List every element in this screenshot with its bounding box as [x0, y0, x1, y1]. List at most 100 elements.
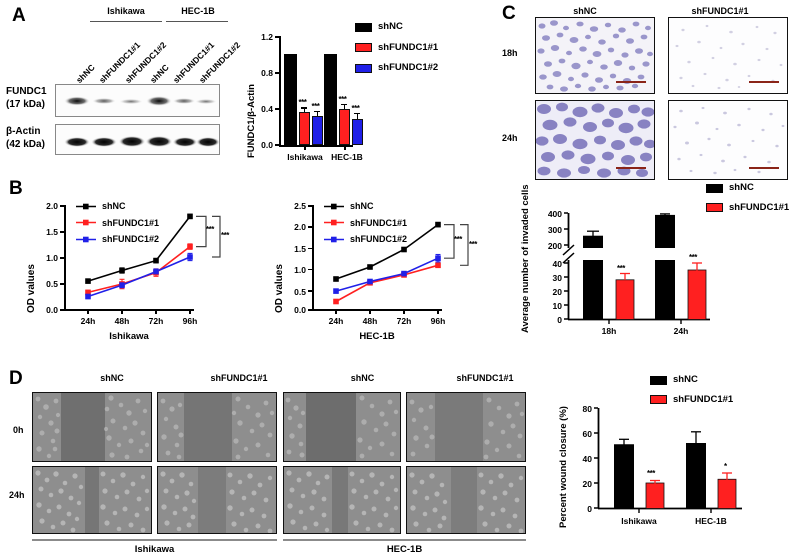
panel-d-ytick-20: 20 [582, 479, 592, 489]
panel-b-legend-label-sh1: shFUNDC1#1 [102, 217, 160, 228]
panel-d-xtick-ishikawa: Ishikawa [621, 516, 657, 526]
panel-a-ytick-1: 0.4 [261, 104, 273, 114]
panel-d-sig-ishikawa: *** [647, 469, 655, 478]
panel-a-bar-ishikawa-shnc [284, 54, 297, 145]
blot-image-bactin [55, 124, 220, 155]
panel-b-hec1b-yaxis [312, 205, 314, 310]
panel-a-chart: FUNDC1/β-Actin 1.2 0.8 0.4 0.0 *** *** *… [236, 18, 363, 173]
panel-c-row-label-24h: 24h [502, 133, 518, 143]
panel-b-ishikawa-ytick-2: 1.0 [46, 253, 58, 263]
panel-d-image-ishikawa-shnc-0h [32, 392, 152, 462]
panel-d-col-label-1: shNC [100, 373, 124, 383]
panel-b-hec1b-ytick-0: 0.0 [294, 305, 306, 315]
panel-b-ishikawa-xlabel: Ishikawa [109, 331, 149, 342]
panel-a-ytick-3: 1.2 [261, 32, 273, 42]
panel-c-legend-label-shnc: shNC [729, 182, 754, 193]
panel-a-sig-ishikawa-sh1: *** [298, 98, 307, 107]
panel-b-ishikawa-sig-1: *** [221, 231, 229, 240]
panel-b-hec1b-sig-1: *** [469, 240, 477, 249]
legend-swatch-sh2 [355, 63, 372, 73]
panel-d-legend-swatch-sh1 [650, 395, 667, 405]
panel-c-legend: shNC shFUNDC1#1 [706, 183, 789, 213]
panel-d-image-hec1b-sh1-24h [406, 466, 526, 534]
panel-c-sig-18h: *** [617, 264, 625, 273]
panel-d-ytick-0: 0 [587, 504, 592, 514]
panel-d-ytick-80: 80 [582, 404, 592, 414]
panel-c-ytick-400: 400 [547, 209, 562, 219]
panel-c-legend-item-shnc: shNC [706, 183, 789, 194]
panel-b-hec1b-legend-item-sh2: shFUNDC1#2 [324, 234, 407, 245]
panel-c-ytick-30: 30 [552, 273, 562, 283]
panel-b-chart-ishikawa: OD values 2.0 1.5 1.0 0.5 0.0 24h 48h 72… [20, 195, 255, 345]
panel-a-ytick-0: 0.0 [261, 140, 273, 150]
blot-lane-label-4: shNC [148, 62, 171, 86]
panel-d-image-hec1b-shnc-24h [283, 466, 401, 534]
panel-d-image-hec1b-sh1-0h [406, 392, 526, 462]
panel-c-ytick-0: 0 [557, 315, 562, 325]
panel-c-col-label-shnc: shNC [573, 6, 597, 16]
panel-d-legend-label-sh1: shFUNDC1#1 [673, 393, 734, 405]
panel-c-legend-swatch-sh1 [706, 203, 723, 213]
panel-c-ytick-300: 300 [547, 225, 562, 235]
blot-group-rule-hec1b [166, 21, 228, 23]
panel-c-xtick-18h: 18h [601, 326, 617, 336]
panel-c-scalebar-3 [616, 167, 646, 170]
panel-a-bar-ishikawa-sh2 [312, 115, 323, 145]
panel-a-legend-item-sh2: shFUNDC1#2 [355, 63, 438, 74]
panel-d-group-rule-hec1b [283, 539, 526, 541]
panel-d-row-label-24h: 24h [9, 490, 25, 500]
panel-a-sig-hec1b-sh1: *** [338, 94, 347, 104]
panel-b-letter: B [9, 178, 23, 199]
panel-b-hec1b-ytick-5: 2.5 [294, 201, 306, 211]
panel-b-hec1b-xtick-1: 48h [362, 316, 378, 326]
legend-label-sh2: shFUNDC1#2 [378, 62, 439, 74]
panel-a-legend-item-shnc: shNC [355, 22, 438, 33]
panel-d-legend-item-sh1: shFUNDC1#1 [650, 393, 734, 406]
panel-d-letter: D [9, 368, 23, 389]
panel-a-letter: A [12, 5, 26, 26]
panel-b-ishikawa-ytick-4: 2.0 [46, 201, 58, 211]
panel-c-xtick-24h: 24h [673, 326, 689, 336]
panel-b-ishikawa-xtick-1: 48h [114, 316, 130, 326]
panel-c-ytick-200: 200 [547, 241, 562, 251]
panel-b-hec1b-xtick-2: 72h [396, 316, 412, 326]
panel-b-hec1b-ytick-4: 2.0 [294, 222, 306, 232]
panel-c-legend-swatch-shnc [706, 183, 723, 193]
panel-b-ishikawa-xtick-2: 72h [148, 316, 164, 326]
panel-b-hec1b-legend-label-sh1: shFUNDC1#1 [350, 217, 408, 228]
panel-b-hec1b-legend-item-shnc: shNC [324, 201, 407, 212]
panel-a-yaxis [279, 36, 281, 146]
panel-b-legend-item-sh2: shFUNDC1#2 [76, 234, 159, 245]
panel-b-legend-label-sh2: shFUNDC1#2 [102, 234, 160, 245]
panel-d-image-hec1b-shnc-0h [283, 392, 401, 462]
panel-b-ishikawa-sig-0: *** [206, 225, 214, 234]
blot-lane-label-1: shNC [74, 62, 97, 86]
panel-c-image-sh1-24h [668, 100, 788, 180]
panel-b-hec1b-xaxis [312, 309, 442, 311]
panel-d-ytick-40: 40 [582, 454, 592, 464]
panel-d-group-label-ishikawa: Ishikawa [134, 544, 175, 555]
blot-row-label-fundc1: FUNDC1 [6, 86, 47, 97]
panel-b-hec1b-ytick-2: 1.0 [294, 265, 306, 275]
panel-c-sig-24h: *** [689, 253, 697, 262]
panel-d-col-label-2: shFUNDC1#1 [210, 373, 268, 383]
panel-b-legend-item-sh1: shFUNDC1#1 [76, 218, 159, 229]
panel-b-hec1b-legend-item-sh1: shFUNDC1#1 [324, 218, 407, 229]
blot-row-label-bactin: β-Actin [6, 126, 41, 137]
panel-d-image-ishikawa-sh1-0h [157, 392, 277, 462]
panel-d-legend: shNC shFUNDC1#1 [650, 375, 733, 405]
legend-swatch-shnc [355, 22, 372, 32]
panel-c-image-shnc-18h [535, 17, 655, 94]
panel-b-hec1b-sig-0: *** [454, 235, 462, 244]
panel-a-bar-hec1b-sh1 [339, 108, 350, 145]
panel-c-image-shnc-24h [535, 100, 655, 180]
panel-a-legend: shNC shFUNDC1#1 shFUNDC1#2 [355, 22, 438, 74]
panel-b-legend-item-shnc: shNC [76, 201, 159, 212]
panel-a-xtick-ishikawa: Ishikawa [287, 152, 323, 162]
panel-c-legend-item-sh1: shFUNDC1#1 [706, 202, 789, 214]
panel-c-chart: Average number of invaded cells 400 300 … [510, 184, 760, 345]
panel-c-ytick-10: 10 [552, 301, 562, 311]
panel-a-bar-ishikawa-sh1 [299, 112, 310, 145]
panel-d-legend-swatch-shnc [650, 375, 667, 385]
panel-b-ishikawa-ytick-3: 1.5 [46, 227, 58, 237]
